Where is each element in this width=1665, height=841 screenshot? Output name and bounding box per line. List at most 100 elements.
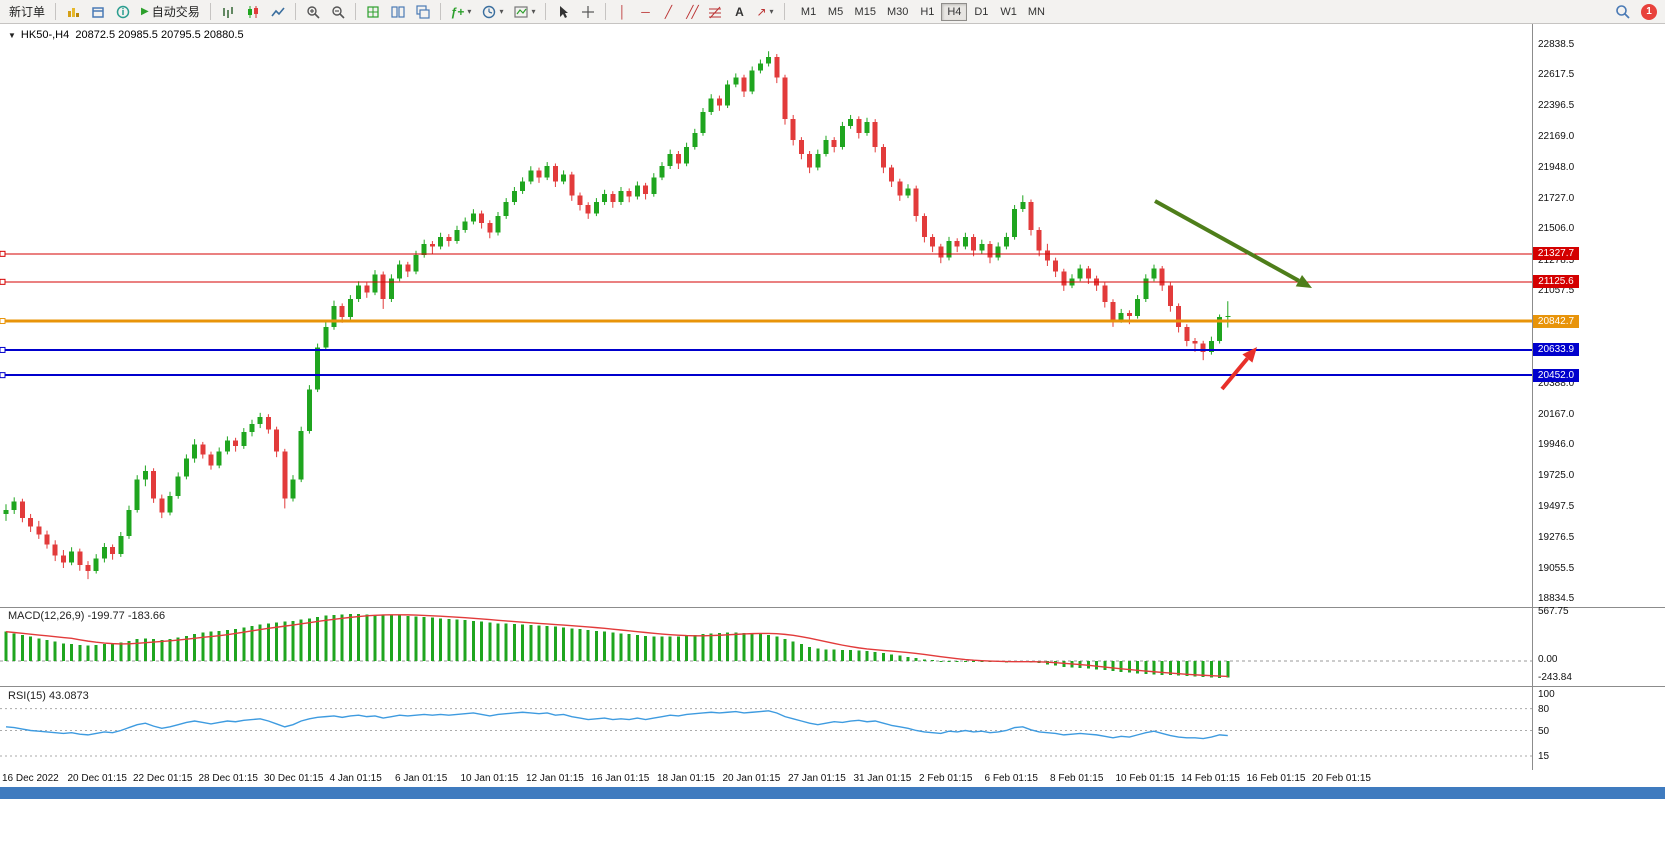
price-axis-label: 22396.5 bbox=[1538, 99, 1575, 111]
indicator-fx-icon: ƒ+ bbox=[450, 4, 465, 19]
chevron-down-icon: ▾ bbox=[467, 6, 472, 16]
toolbar-separator bbox=[55, 3, 57, 20]
timeframe-m5[interactable]: M5 bbox=[823, 3, 849, 21]
fibonacci-tool[interactable] bbox=[703, 2, 727, 22]
price-line-badge: 21327.7 bbox=[1533, 247, 1579, 261]
text-tool[interactable]: A bbox=[728, 2, 750, 22]
price-axis-border bbox=[1532, 24, 1533, 787]
vertical-line-tool[interactable]: │ bbox=[611, 2, 633, 22]
new-order-button[interactable]: 新订单 bbox=[4, 2, 50, 22]
time-axis-label: 31 Jan 01:15 bbox=[853, 773, 912, 784]
timeframe-mn[interactable]: MN bbox=[1023, 3, 1050, 21]
add-indicator-button[interactable]: ƒ+ ▾ bbox=[446, 2, 477, 22]
timeframe-h1[interactable]: H1 bbox=[914, 3, 940, 21]
panel-divider[interactable] bbox=[0, 607, 1665, 608]
search-icon bbox=[1616, 5, 1630, 19]
horizontal-line-tool[interactable]: ─ bbox=[634, 2, 656, 22]
search-button[interactable] bbox=[1610, 2, 1635, 22]
autotrading-button[interactable]: ▶ 自动交易 bbox=[136, 2, 205, 22]
price-axis-label: 21948.0 bbox=[1538, 161, 1575, 173]
channel-tool[interactable]: ╱╱ bbox=[680, 2, 702, 22]
time-axis-label: 16 Dec 2022 bbox=[2, 773, 59, 784]
grid-icon bbox=[367, 5, 379, 18]
chevron-down-icon: ▾ bbox=[769, 6, 774, 16]
time-axis-label: 12 Jan 01:15 bbox=[526, 773, 584, 784]
rsi-panel-canvas[interactable] bbox=[0, 687, 1532, 770]
terminal-icon[interactable] bbox=[111, 2, 135, 22]
tile-windows-button[interactable] bbox=[386, 2, 410, 22]
candlestick-chart-button[interactable] bbox=[241, 2, 265, 22]
zoom-in-button[interactable] bbox=[301, 2, 325, 22]
line-chart-button[interactable] bbox=[266, 2, 290, 22]
timeframe-m30[interactable]: M30 bbox=[882, 3, 913, 21]
bounce-arrow[interactable] bbox=[1220, 347, 1257, 391]
time-axis-label: 22 Dec 01:15 bbox=[133, 773, 193, 784]
crosshair-button[interactable] bbox=[576, 2, 600, 22]
bar-chart-button[interactable] bbox=[216, 2, 240, 22]
chart-title: ▼ HK50-,H4 20872.5 20985.5 20795.5 20880.… bbox=[8, 29, 244, 41]
timeframe-w1[interactable]: W1 bbox=[995, 3, 1022, 21]
time-axis-label: 20 Feb 01:15 bbox=[1312, 773, 1371, 784]
toolbar-separator bbox=[294, 3, 296, 20]
cursor-button[interactable] bbox=[551, 2, 575, 22]
price-line-badge: 20842.7 bbox=[1533, 314, 1579, 328]
price-axis-label: 19725.0 bbox=[1538, 469, 1575, 481]
horizontal-scrollbar[interactable] bbox=[0, 787, 1665, 799]
price-chart-canvas[interactable] bbox=[0, 24, 1532, 607]
timeframe-m15[interactable]: M15 bbox=[850, 3, 881, 21]
timeframe-m1[interactable]: M1 bbox=[796, 3, 822, 21]
trendline-tool[interactable]: ╱ bbox=[657, 2, 679, 22]
time-axis[interactable]: 16 Dec 2022 20 Dec 01:15 22 Dec 01:15 28 De… bbox=[0, 770, 1665, 787]
period-button[interactable]: ▾ bbox=[477, 2, 508, 22]
navigator-glyph bbox=[92, 6, 104, 18]
timeframe-d1[interactable]: D1 bbox=[968, 3, 994, 21]
price-axis-label: 20167.0 bbox=[1538, 408, 1575, 420]
price-axis-label: 18834.5 bbox=[1538, 593, 1575, 605]
hline-handle[interactable] bbox=[0, 318, 6, 325]
macd-axis-label: -243.84 bbox=[1538, 672, 1572, 683]
template-icon bbox=[514, 5, 529, 18]
rsi-line bbox=[5, 710, 1228, 740]
price-axis-label: 19946.0 bbox=[1538, 439, 1575, 451]
timeframe-h4[interactable]: H4 bbox=[941, 2, 968, 21]
cascade-windows-button[interactable] bbox=[411, 2, 435, 22]
rsi-value: 43.0873 bbox=[48, 690, 89, 702]
time-axis-label: 16 Jan 01:15 bbox=[591, 773, 650, 784]
time-axis-label: 18 Jan 01:15 bbox=[657, 773, 715, 784]
hline-handle[interactable] bbox=[0, 278, 6, 285]
time-axis-label: 8 Feb 01:15 bbox=[1050, 773, 1104, 784]
zoom-out-button[interactable] bbox=[326, 2, 350, 22]
panel-divider[interactable] bbox=[0, 686, 1665, 687]
hline-handle[interactable] bbox=[0, 250, 6, 257]
candle-series bbox=[3, 51, 1231, 580]
candlestick-chart-icon bbox=[247, 5, 258, 18]
time-axis-label: 6 Jan 01:15 bbox=[395, 773, 448, 784]
price-axis-label: 22838.5 bbox=[1538, 38, 1575, 50]
zoom-in-icon bbox=[307, 5, 320, 19]
macd-panel-canvas[interactable] bbox=[0, 608, 1532, 686]
toolbar-separator bbox=[605, 3, 607, 20]
fibonacci-icon bbox=[709, 6, 722, 18]
one-click-expand-icon[interactable]: ▼ bbox=[8, 31, 16, 40]
rsi-axis-label: 15 bbox=[1538, 751, 1550, 763]
navigator-icon[interactable] bbox=[86, 2, 110, 22]
price-axis-label: 21506.0 bbox=[1538, 223, 1575, 235]
trendline-icon: ╱ bbox=[664, 4, 673, 19]
time-axis-label: 20 Dec 01:15 bbox=[67, 773, 128, 784]
chart-ohlc-readout: 20872.5 20985.5 20795.5 20880.5 bbox=[75, 29, 244, 41]
downtrend-arrow[interactable] bbox=[1154, 199, 1312, 288]
macd-signal-value: -183.66 bbox=[127, 610, 166, 622]
market-watch-icon[interactable] bbox=[61, 2, 85, 22]
play-icon: ▶ bbox=[141, 5, 149, 17]
arrows-tool[interactable]: ↗ ▾ bbox=[751, 2, 778, 22]
new-order-label: 新订单 bbox=[9, 5, 46, 19]
notifications-badge[interactable]: 1 bbox=[1641, 3, 1657, 20]
hline-handle[interactable] bbox=[0, 346, 6, 353]
template-button[interactable]: ▾ bbox=[509, 2, 540, 22]
grid-button[interactable] bbox=[361, 2, 385, 22]
rsi-axis-label: 50 bbox=[1538, 725, 1550, 737]
timeframe-toolbar: M1 M5 M15 M30 H1 H4 D1 W1 MN bbox=[796, 2, 1050, 21]
hline-handle[interactable] bbox=[0, 372, 6, 379]
price-line-badge: 21125.6 bbox=[1533, 275, 1579, 289]
price-axis[interactable]: 22838.5 22617.5 22396.5 22169.0 21948.0 21727… bbox=[1532, 0, 1665, 841]
